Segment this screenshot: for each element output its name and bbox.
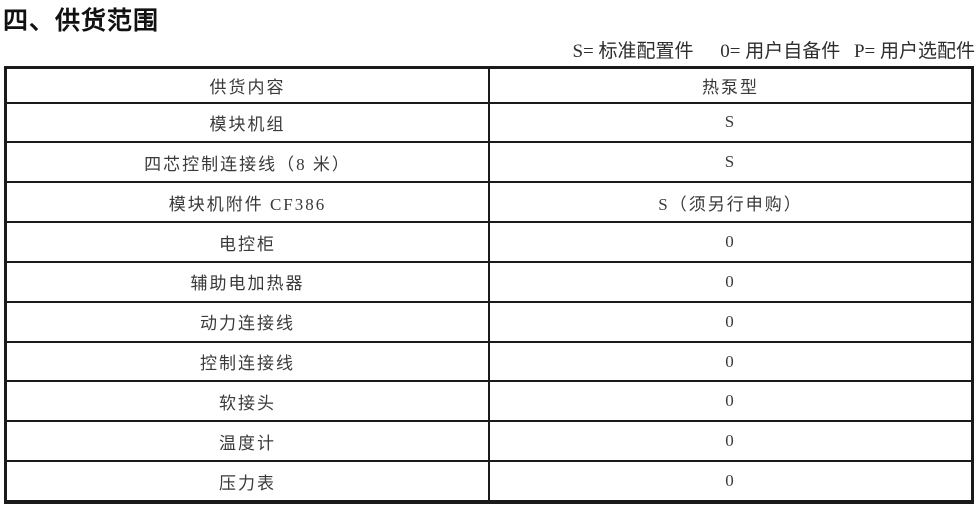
- item-cell: 控制连接线: [7, 342, 490, 381]
- item-cell: 温度计: [7, 422, 490, 461]
- table-row: 电控柜 0: [7, 223, 971, 263]
- table-row: 四芯控制连接线（8 米） S: [7, 143, 971, 184]
- legend-line: S= 标准配置件 0= 用户自备件 P= 用户选配件: [572, 36, 975, 63]
- value-cell: S（须另行申购）: [658, 194, 803, 214]
- item-cell: 模块机附件 CF386: [7, 183, 490, 222]
- value-cell: 0: [725, 311, 736, 331]
- table-row: 压力表 0: [7, 462, 971, 500]
- value-cell: 0: [725, 232, 736, 251]
- header-item-cell: 供货内容: [7, 69, 490, 102]
- legend-optional: P= 用户选配件: [853, 41, 975, 62]
- value-cell: 0: [725, 351, 736, 371]
- item-cell: 辅助电加热器: [7, 262, 490, 301]
- table-row: 温度计 0: [7, 422, 971, 463]
- table-row: 软接头 0: [7, 382, 971, 423]
- value-cell: S: [724, 152, 737, 172]
- value-cell: 0: [725, 471, 736, 491]
- table-row: 控制连接线 0: [7, 342, 971, 383]
- item-cell: 压力表: [7, 462, 490, 500]
- item-cell: 软接头: [7, 382, 490, 421]
- table-row: 辅助电加热器 0: [7, 262, 971, 303]
- table-row: 模块机附件 CF386 S（须另行申购）: [7, 183, 971, 224]
- table-row: 动力连接线 0: [7, 302, 971, 343]
- table-header-row: 供货内容 热泵型: [7, 69, 971, 104]
- legend-standard: S= 标准配置件: [572, 41, 694, 62]
- supply-scope-table: 供货内容 热泵型 模块机组 S 四芯控制连接线（8 米） S 模块机附件 CF3…: [4, 66, 974, 504]
- item-cell: 动力连接线: [7, 302, 490, 341]
- value-cell: 0: [725, 431, 736, 451]
- item-cell: 四芯控制连接线（8 米）: [7, 143, 490, 182]
- item-cell: 模块机组: [7, 103, 490, 142]
- value-cell: S: [724, 112, 737, 132]
- value-cell: 0: [725, 271, 736, 291]
- page-title: 四、供货范围: [3, 7, 160, 35]
- table-row: 模块机组 S: [7, 103, 971, 144]
- legend-user-supplied: 0= 用户自备件: [720, 41, 841, 62]
- item-cell: 电控柜: [7, 223, 490, 261]
- value-cell: 0: [725, 391, 736, 411]
- header-type-cell: 热泵型: [702, 77, 759, 97]
